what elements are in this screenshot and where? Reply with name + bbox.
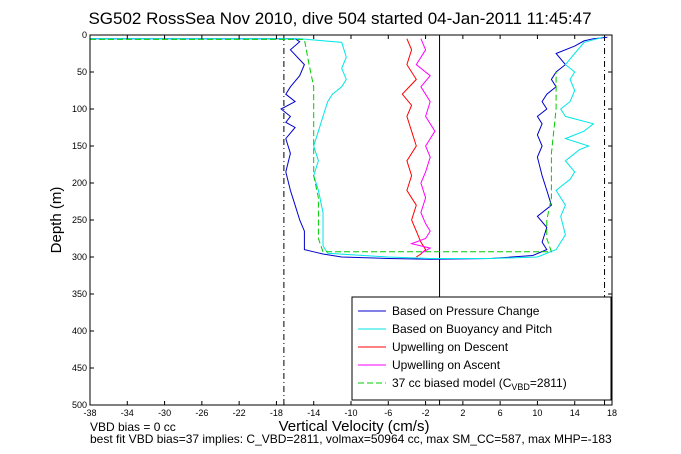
y-tick-label-8: 400 [72,326,87,336]
legend: Based on Pressure Change Based on Buoyanc… [351,296,612,401]
x-axis-ticks: -38 -34 -30 -26 -22 -18 -14 -10 -6 -2 2 6 10 14 18 [83,35,617,418]
x-tick-label-10: 2 [460,408,465,418]
vbd-bias-note: VBD bias = 0 cc [90,420,176,434]
x-tick-label-6: -14 [307,408,320,418]
x-tick-label-12: 10 [532,408,542,418]
y-tick-label-7: 350 [72,289,87,299]
chart-title: SG502 RossSea Nov 2010, dive 504 started… [88,9,591,28]
x-tick-label-4: -22 [233,408,246,418]
legend-box [351,296,612,401]
series-line-3 [409,38,436,254]
x-tick-label-3: -26 [195,408,208,418]
best-fit-note: best fit VBD bias=37 implies: C_VBD=2811… [90,432,612,446]
series-line-4 [90,38,557,253]
y-tick-label-0: 0 [82,30,87,40]
legend-label-2: Upwelling on Descent [392,340,509,354]
y-tick-label-5: 250 [72,215,87,225]
series-line-1 [90,36,603,259]
x-tick-label-5: -18 [270,408,283,418]
x-axis-label: Vertical Velocity (cm/s) [279,418,430,435]
x-tick-label-13: 14 [570,408,580,418]
series-lines [90,36,608,260]
y-tick-label-1: 50 [77,67,87,77]
legend-label-0: Based on Pressure Change [392,304,540,318]
series-line-2 [401,38,427,258]
x-tick-label-1: -34 [121,408,134,418]
y-tick-label-3: 150 [72,141,87,151]
y-axis-ticks: 0 50 100 150 200 250 300 350 400 450 500 [72,30,612,410]
series-line-0 [90,36,608,260]
legend-label-1: Based on Buoyancy and Pitch [392,322,552,336]
y-tick-label-10: 500 [72,400,87,410]
y-tick-label-2: 100 [72,104,87,114]
x-tick-label-14: 18 [607,408,617,418]
x-tick-label-11: 6 [498,408,503,418]
legend-label-4: 37 cc biased model (CVBD=2811) [392,376,567,392]
x-tick-label-7: -10 [344,408,357,418]
y-axis-label: Depth (m) [48,187,65,254]
x-tick-label-9: -2 [422,408,430,418]
x-tick-label-0: -38 [83,408,96,418]
y-tick-label-9: 450 [72,363,87,373]
y-tick-label-6: 300 [72,252,87,262]
y-tick-label-4: 200 [72,178,87,188]
x-tick-label-2: -30 [158,408,171,418]
x-tick-label-8: -6 [384,408,392,418]
legend-label-3: Upwelling on Ascent [392,358,501,372]
